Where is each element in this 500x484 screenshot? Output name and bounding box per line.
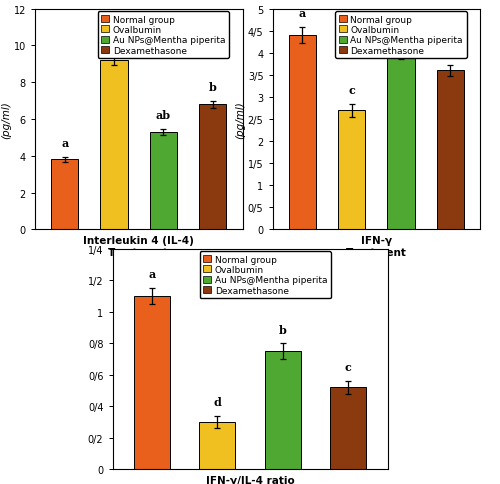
Bar	[51, 160, 78, 230]
Bar	[200, 105, 226, 230]
Text: a: a	[148, 269, 156, 280]
Legend: Normal group, Ovalbumin, Au NPs@Mentha piperita, Dexamethasone: Normal group, Ovalbumin, Au NPs@Mentha p…	[335, 12, 466, 59]
Text: b: b	[209, 82, 217, 93]
X-axis label: IFN-γ/IL-4 ratio
Treatment: IFN-γ/IL-4 ratio Treatment	[206, 475, 294, 484]
Bar	[388, 54, 414, 230]
Y-axis label: (pg/ml): (pg/ml)	[1, 101, 11, 138]
X-axis label: IFN-γ
Treatment: IFN-γ Treatment	[346, 235, 406, 257]
Text: c: c	[345, 362, 352, 373]
Bar	[100, 61, 128, 230]
Bar	[330, 388, 366, 469]
X-axis label: Interleukin 4 (IL-4)
Treatment: Interleukin 4 (IL-4) Treatment	[84, 235, 194, 257]
Text: c: c	[348, 85, 355, 95]
Text: b: b	[279, 324, 286, 335]
Bar	[288, 36, 316, 230]
Bar	[200, 422, 235, 469]
Text: a: a	[298, 8, 306, 19]
Bar	[134, 296, 170, 469]
Legend: Normal group, Ovalbumin, Au NPs@Mentha piperita, Dexamethasone: Normal group, Ovalbumin, Au NPs@Mentha p…	[98, 12, 229, 59]
Bar	[338, 111, 365, 230]
Bar	[264, 351, 300, 469]
Bar	[437, 71, 464, 230]
Text: ab: ab	[394, 27, 408, 38]
Legend: Normal group, Ovalbumin, Au NPs@Mentha piperita, Dexamethasone: Normal group, Ovalbumin, Au NPs@Mentha p…	[200, 252, 331, 299]
Text: a: a	[61, 137, 68, 149]
Y-axis label: (pg/ml): (pg/ml)	[235, 101, 245, 138]
Bar	[150, 133, 177, 230]
Text: c: c	[110, 37, 117, 47]
Text: ab: ab	[156, 109, 171, 121]
Text: b: b	[446, 46, 454, 57]
Text: d: d	[214, 396, 221, 407]
